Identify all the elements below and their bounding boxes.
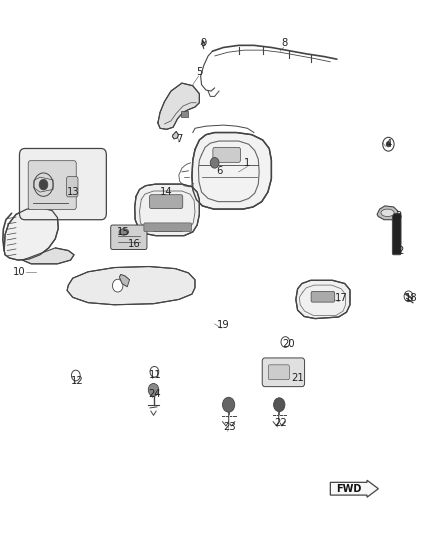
Text: 12: 12	[71, 376, 84, 386]
Circle shape	[113, 279, 123, 292]
Text: 24: 24	[148, 389, 161, 399]
Text: 10: 10	[13, 267, 26, 277]
Text: 8: 8	[281, 38, 288, 48]
Ellipse shape	[381, 209, 394, 216]
FancyBboxPatch shape	[150, 195, 183, 208]
FancyBboxPatch shape	[144, 223, 191, 231]
Text: 16: 16	[127, 239, 140, 249]
Circle shape	[71, 370, 80, 381]
FancyBboxPatch shape	[213, 148, 240, 163]
Text: 4: 4	[385, 139, 392, 149]
FancyBboxPatch shape	[392, 213, 401, 255]
FancyBboxPatch shape	[111, 225, 147, 249]
Ellipse shape	[119, 229, 129, 235]
Text: 15: 15	[117, 227, 129, 237]
Text: 14: 14	[160, 187, 173, 197]
Circle shape	[210, 158, 219, 168]
Circle shape	[223, 397, 235, 412]
Text: 6: 6	[216, 166, 222, 176]
FancyArrow shape	[330, 480, 378, 497]
Polygon shape	[135, 184, 199, 236]
FancyBboxPatch shape	[262, 358, 304, 386]
Text: FWD: FWD	[336, 484, 362, 494]
Text: 2: 2	[397, 246, 403, 255]
Polygon shape	[4, 208, 58, 260]
Text: 22: 22	[274, 418, 286, 429]
Circle shape	[150, 367, 159, 377]
Polygon shape	[67, 266, 195, 305]
Text: 21: 21	[291, 373, 304, 383]
FancyBboxPatch shape	[67, 176, 78, 197]
Text: 7: 7	[177, 134, 183, 144]
Circle shape	[386, 142, 391, 147]
FancyBboxPatch shape	[181, 111, 187, 117]
Text: 5: 5	[196, 68, 202, 77]
Text: 20: 20	[283, 338, 295, 349]
Text: 3: 3	[395, 211, 401, 221]
Text: 23: 23	[224, 422, 236, 432]
Circle shape	[148, 383, 159, 396]
Text: 11: 11	[149, 370, 162, 381]
Text: 13: 13	[67, 187, 79, 197]
Polygon shape	[158, 83, 199, 130]
Polygon shape	[192, 133, 272, 209]
Text: 1: 1	[244, 158, 251, 168]
Text: 19: 19	[217, 320, 230, 330]
FancyBboxPatch shape	[311, 292, 335, 302]
Text: 9: 9	[201, 38, 207, 48]
Polygon shape	[22, 248, 74, 264]
FancyBboxPatch shape	[19, 149, 106, 220]
Text: 18: 18	[405, 293, 417, 303]
Circle shape	[39, 179, 48, 190]
FancyBboxPatch shape	[28, 161, 76, 209]
Polygon shape	[172, 132, 178, 139]
Polygon shape	[296, 280, 350, 319]
FancyBboxPatch shape	[268, 365, 289, 379]
Polygon shape	[377, 206, 398, 220]
Text: 17: 17	[335, 293, 348, 303]
Circle shape	[274, 398, 285, 411]
Circle shape	[281, 337, 290, 348]
Polygon shape	[120, 274, 130, 287]
